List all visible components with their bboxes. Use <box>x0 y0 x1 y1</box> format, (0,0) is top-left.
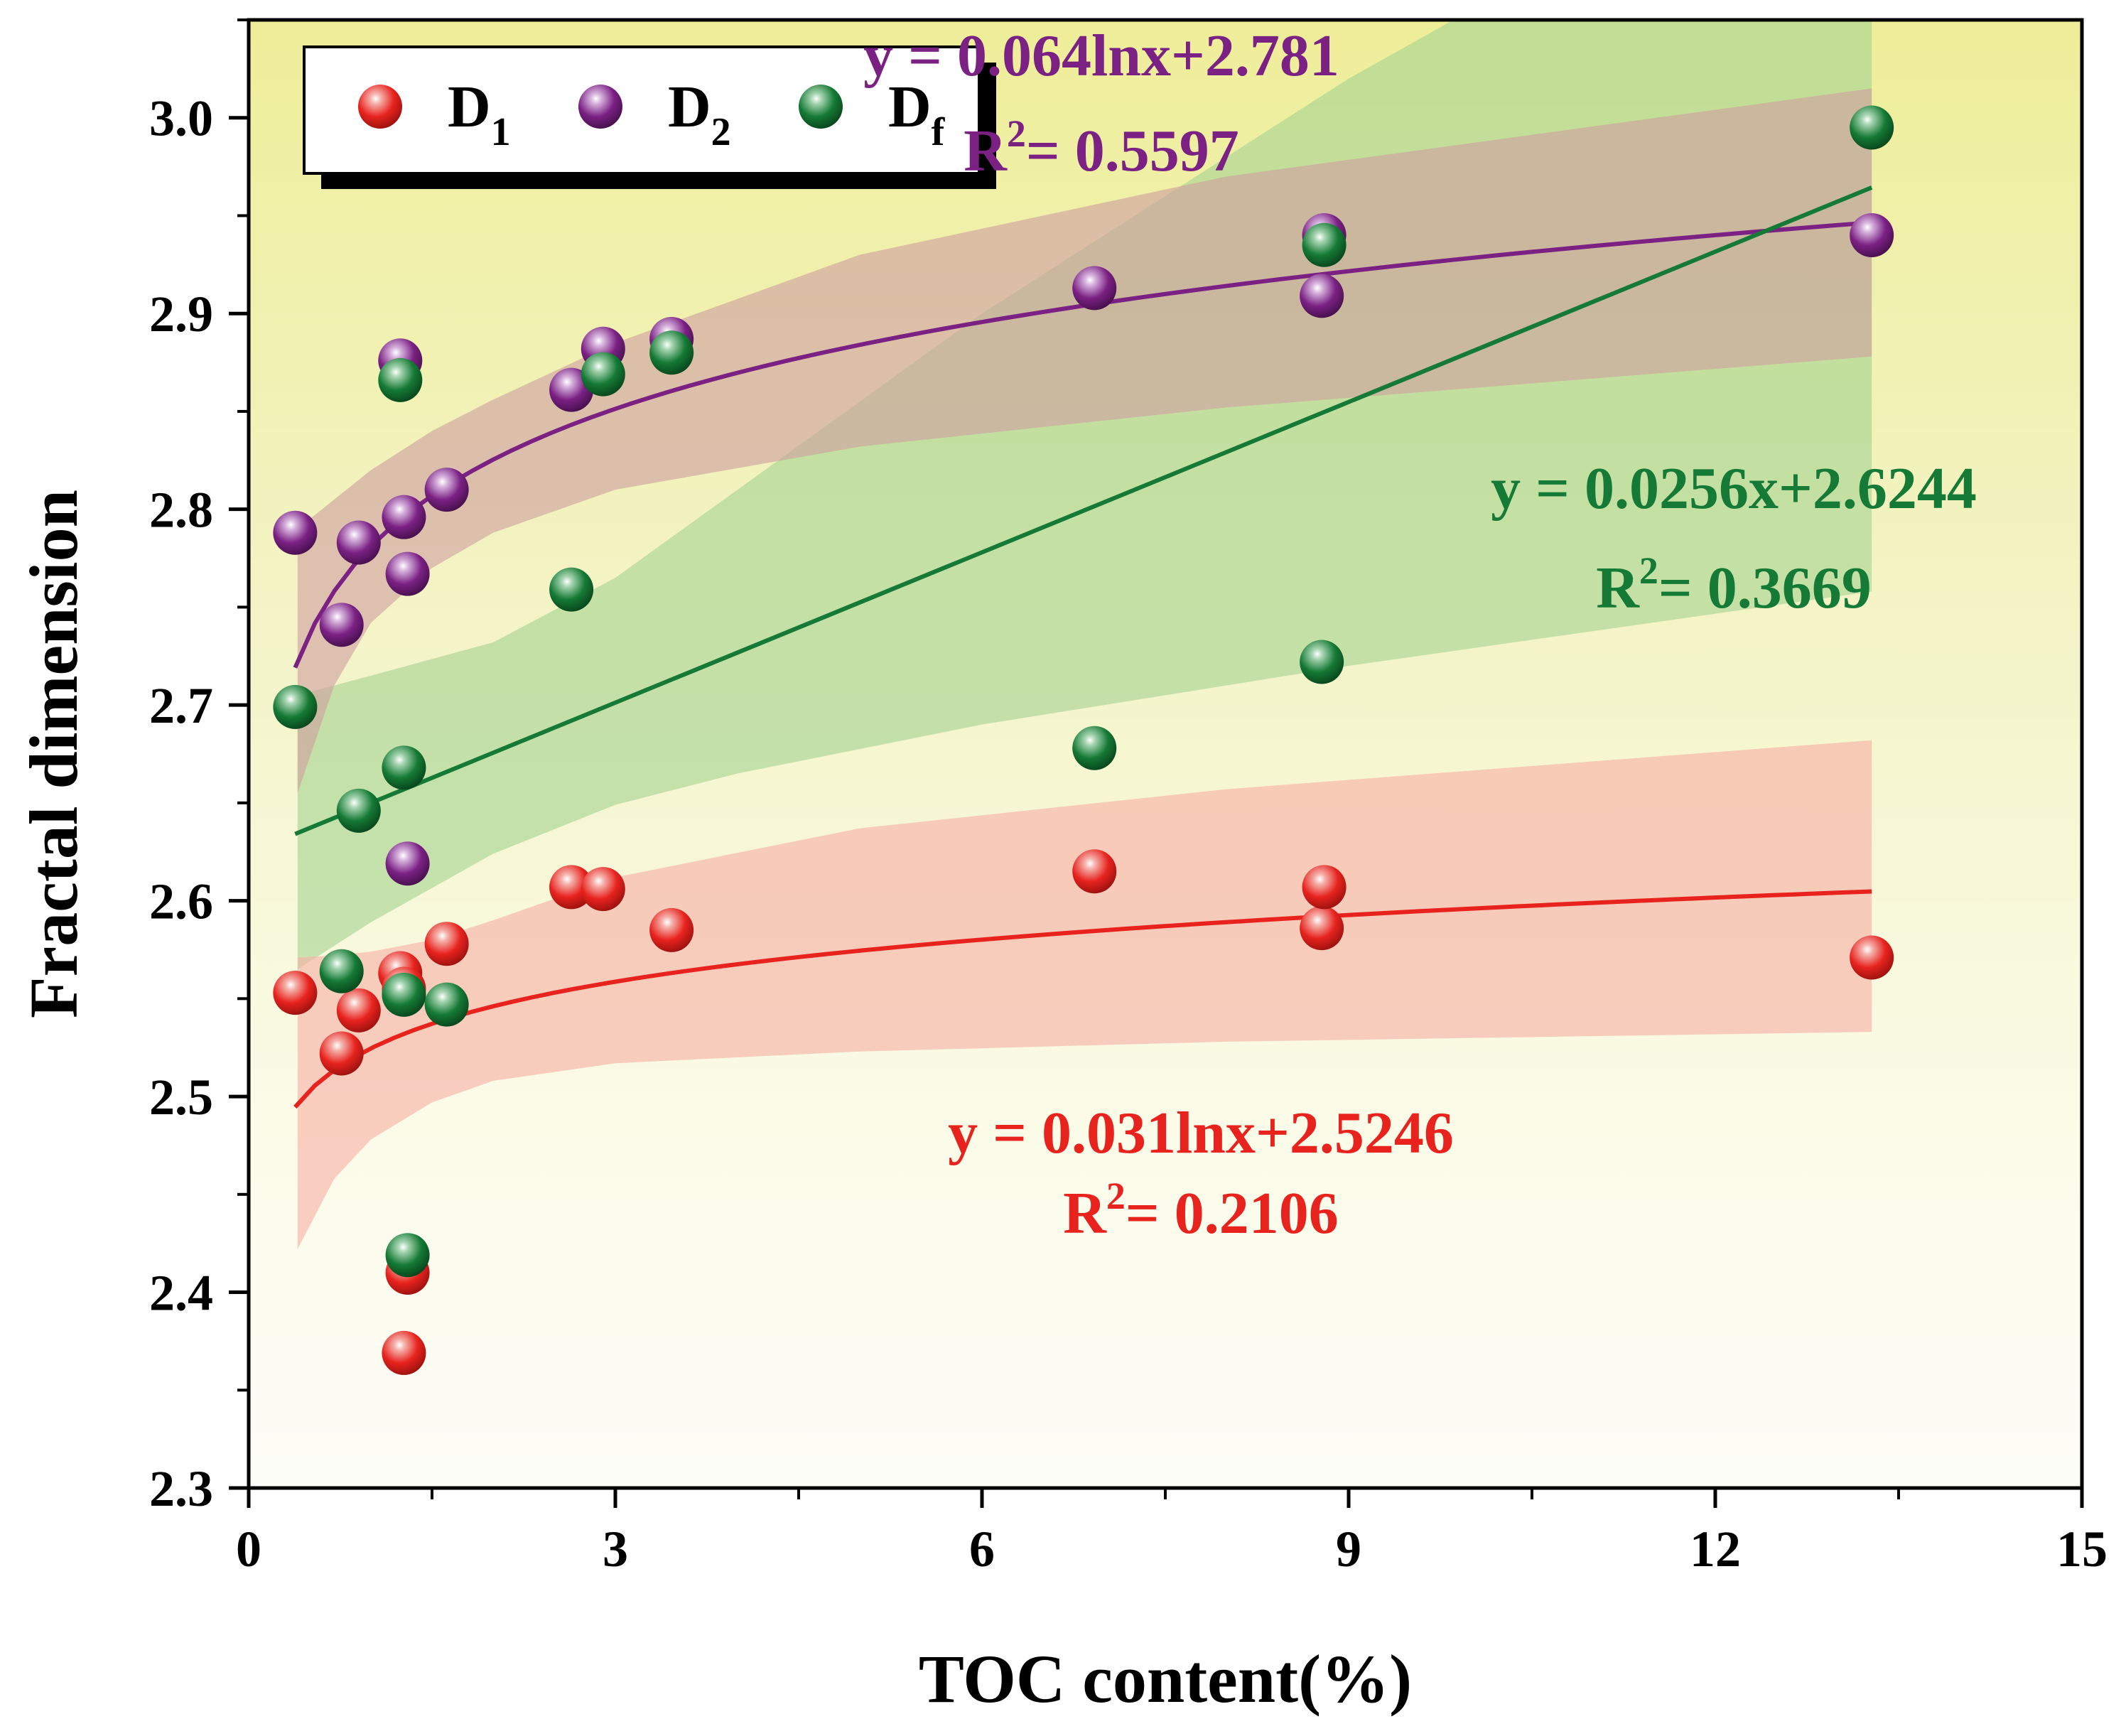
r-squared-D1: R2= 0.2106 <box>1063 1175 1339 1246</box>
point-D2 <box>424 468 469 512</box>
legend-label-D2: D2 <box>668 74 731 154</box>
fit-line-D1 <box>293 889 1872 1109</box>
equation-D1: y = 0.031lnx+2.5246 <box>948 1100 1454 1166</box>
point-D1 <box>273 971 318 1015</box>
point-Df <box>378 357 423 402</box>
legend-marker-D1 <box>358 85 402 129</box>
point-Df <box>1302 222 1346 267</box>
equation-D2: y = 0.064lnx+2.781 <box>863 23 1339 89</box>
point-D1 <box>336 988 381 1033</box>
y-tick-label: 2.5 <box>149 1069 213 1126</box>
point-D1 <box>1850 935 1894 980</box>
y-tick-label: 2.7 <box>149 677 213 734</box>
legend-box <box>303 45 981 175</box>
point-Df <box>382 972 426 1017</box>
point-D2 <box>273 510 318 555</box>
point-D1 <box>1072 849 1117 894</box>
x-tick-label: 15 <box>2056 1521 2107 1578</box>
point-D1 <box>649 907 694 952</box>
equation-Df: y = 0.0256x+2.6244 <box>1491 455 1977 522</box>
point-D2 <box>1850 213 1894 258</box>
point-Df <box>382 745 426 790</box>
x-axis-title: TOC content(%) <box>919 1641 1412 1717</box>
point-Df <box>649 330 694 375</box>
legend-marker-Df <box>799 85 843 129</box>
point-D1 <box>1302 865 1346 910</box>
y-tick-label: 2.8 <box>149 482 213 539</box>
point-D2 <box>1072 266 1117 311</box>
point-Df <box>273 684 318 729</box>
x-tick-label: 3 <box>603 1521 628 1578</box>
point-Df <box>385 1233 430 1278</box>
point-D1 <box>581 867 625 912</box>
point-D2 <box>382 495 426 539</box>
point-D2 <box>385 841 430 886</box>
point-D1 <box>549 865 594 910</box>
point-Df <box>1850 105 1894 150</box>
point-Df <box>1300 640 1344 684</box>
legend-label-Df: Df <box>888 74 946 154</box>
point-D1 <box>424 922 469 966</box>
x-tick-label: 6 <box>969 1521 995 1578</box>
fit-line-Df <box>294 185 1873 836</box>
legend: D1 D2 Df <box>303 45 996 189</box>
point-Df <box>1072 726 1117 770</box>
point-Df <box>319 949 364 993</box>
x-tick-label: 9 <box>1336 1521 1361 1578</box>
point-Df <box>581 352 625 397</box>
y-axis-title: Fractal dimension <box>16 490 92 1018</box>
r-squared-Df: R2= 0.3669 <box>1596 549 1872 621</box>
r-squared-D2: R2= 0.5597 <box>964 112 1239 184</box>
y-tick-label: 3.0 <box>149 90 213 147</box>
y-tick-label: 2.4 <box>149 1265 213 1322</box>
confidence-band-D1 <box>297 740 1872 1249</box>
y-tick-label: 2.9 <box>149 286 213 343</box>
x-tick-label: 0 <box>236 1521 261 1578</box>
point-D1 <box>319 1031 364 1076</box>
point-D1 <box>382 1330 426 1375</box>
legend-label-D1: D1 <box>448 74 511 154</box>
legend-marker-D2 <box>578 85 622 129</box>
point-D1 <box>1300 906 1344 951</box>
point-Df <box>549 567 594 612</box>
point-D2 <box>319 603 364 647</box>
y-tick-label: 2.3 <box>149 1460 213 1517</box>
confidence-band-D2 <box>297 88 1872 794</box>
y-tick-label: 2.6 <box>149 873 213 930</box>
point-D2 <box>336 520 381 565</box>
point-D2 <box>1300 274 1344 318</box>
point-Df <box>424 982 469 1027</box>
point-Df <box>336 788 381 833</box>
x-tick-label: 12 <box>1690 1521 1741 1578</box>
point-D2 <box>385 551 430 596</box>
